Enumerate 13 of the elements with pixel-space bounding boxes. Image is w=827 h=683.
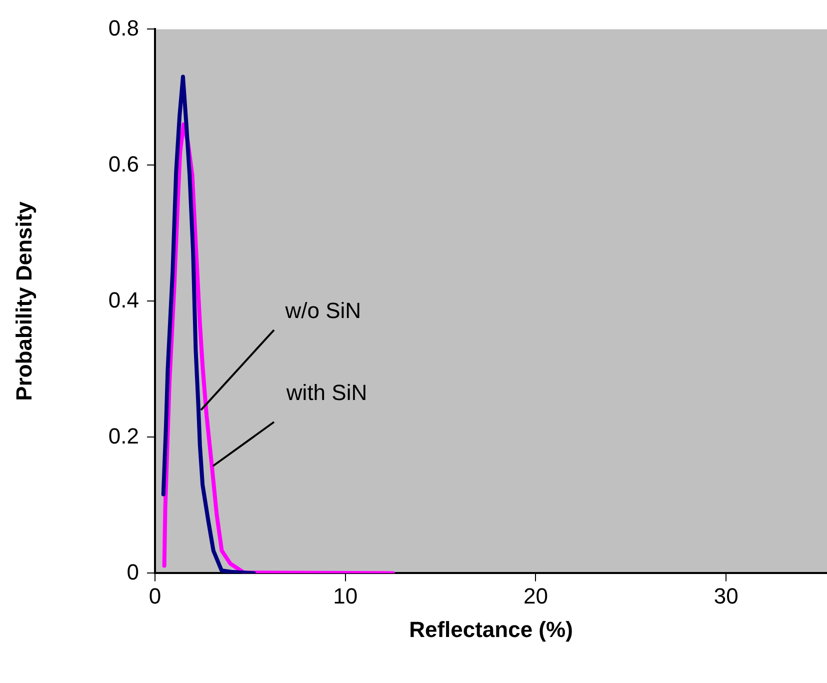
y-axis-title: Probability Density	[11, 200, 36, 401]
y-tick-label: 0.4	[108, 287, 139, 312]
y-tick-label: 0	[126, 559, 139, 584]
x-tick-label: 20	[523, 583, 548, 608]
annotation: w/o SiN	[285, 298, 362, 324]
y-tick-label: 0.8	[108, 15, 139, 40]
annotation: with SiN	[286, 380, 368, 406]
y-tick-label: 0.2	[108, 423, 139, 448]
x-tick-label: 0	[148, 583, 162, 608]
x-tick-label: 10	[333, 583, 358, 608]
x-axis-title: Reflectance (%)	[409, 616, 573, 642]
x-tick-label: 30	[714, 583, 738, 608]
y-tick-label: 0.6	[108, 151, 139, 176]
